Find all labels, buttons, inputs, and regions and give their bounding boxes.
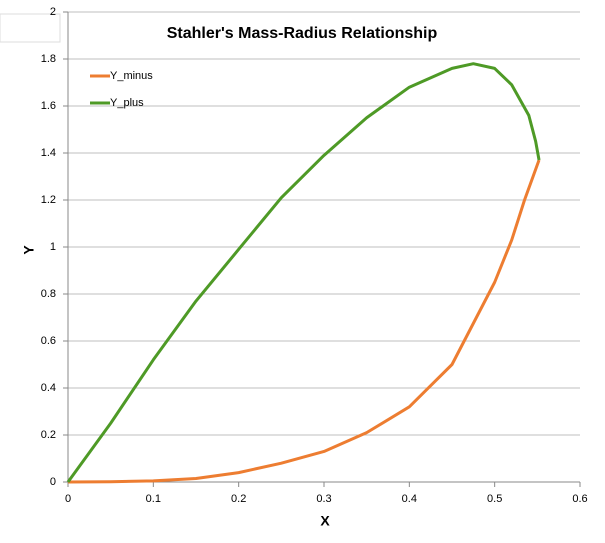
y-tick-label: 1.8 — [41, 53, 56, 65]
y-tick-label: 1.2 — [41, 194, 56, 206]
y-axis-title: Y — [21, 245, 37, 255]
x-tick-label: 0.3 — [316, 493, 331, 505]
x-tick-label: 0.5 — [487, 493, 502, 505]
x-tick-label: 0 — [65, 493, 71, 505]
series-line — [66, 62, 541, 483]
x-axis-title: X — [320, 513, 330, 529]
y-tick-label: 1 — [50, 241, 56, 253]
series-line — [67, 159, 541, 484]
y-tick-label: 0.2 — [41, 429, 56, 441]
x-tick-label: 0.1 — [146, 493, 161, 505]
y-tick-label: 2 — [50, 6, 56, 18]
x-tick-label: 0.6 — [572, 493, 587, 505]
legend-label: Y_minus — [110, 70, 153, 82]
chart-title: Stahler's Mass-Radius Relationship — [167, 25, 438, 42]
overlay-box — [0, 13, 61, 43]
x-tick-label: 0.2 — [231, 493, 246, 505]
y-tick-label: 0 — [50, 476, 56, 488]
y-tick-label: 1.4 — [41, 147, 56, 159]
y-tick-label: 0.6 — [41, 335, 56, 347]
x-tick-label: 0.4 — [402, 493, 417, 505]
legend-label: Y_plus — [110, 97, 144, 109]
y-tick-label: 0.4 — [41, 382, 56, 394]
y-tick-label: 1.6 — [41, 100, 56, 112]
y-tick-label: 0.8 — [41, 288, 56, 300]
